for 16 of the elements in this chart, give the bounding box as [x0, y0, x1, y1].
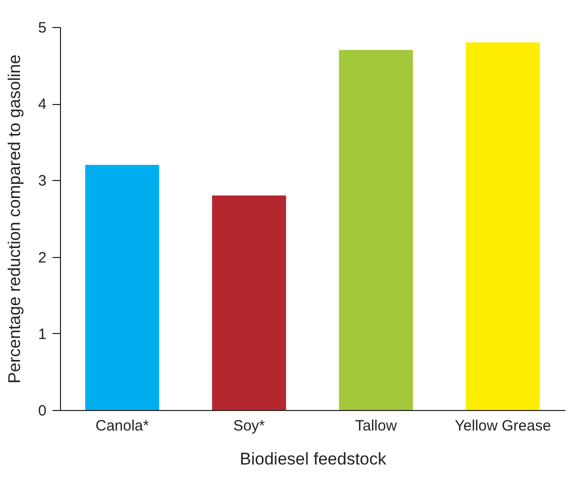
x-tick-label: Yellow Grease	[454, 418, 551, 434]
bar	[85, 164, 160, 410]
y-tick-label: 3	[38, 172, 46, 190]
x-axis-title: Biodiesel feedstock	[240, 450, 387, 468]
x-tick-label: Tallow	[355, 418, 397, 434]
y-tick-label: 0	[38, 402, 46, 420]
y-tick-label: 2	[38, 249, 46, 266]
y-tick-label: 5	[38, 20, 46, 36]
y-tick-label: 1	[38, 326, 46, 343]
bar	[338, 50, 413, 410]
y-axis-title: Percentage reduction compared to gasoline	[5, 54, 24, 384]
x-tick-label: Soy*	[233, 418, 266, 434]
y-tick-label: 4	[38, 96, 46, 114]
x-tick-label: Canola*	[95, 418, 150, 434]
bar	[466, 42, 540, 410]
bar	[212, 196, 286, 410]
